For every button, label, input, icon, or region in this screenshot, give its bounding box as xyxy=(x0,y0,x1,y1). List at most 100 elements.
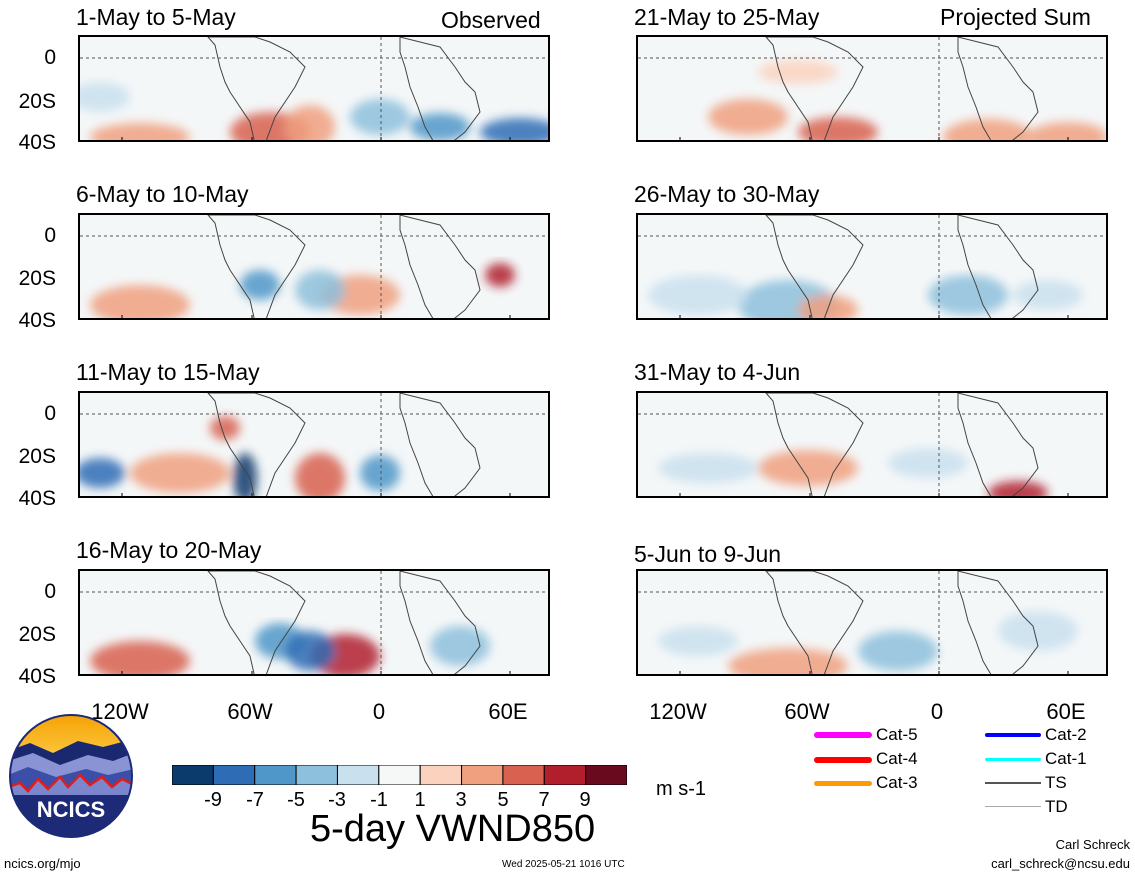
colorbar-bin xyxy=(295,764,338,786)
coastline xyxy=(957,571,1039,674)
observed-label: Observed xyxy=(441,7,541,33)
coastline xyxy=(207,571,306,674)
legend-label: TD xyxy=(1045,797,1068,816)
x-tick-label: 0 xyxy=(930,699,944,724)
colorbar-tick: 9 xyxy=(579,789,591,811)
legend-label: Cat-3 xyxy=(876,773,918,792)
anomaly-shading xyxy=(80,82,130,112)
anomaly-shading xyxy=(90,641,190,674)
colorbar-bin xyxy=(336,764,380,786)
coastline xyxy=(399,215,481,318)
legend-label: Cat-2 xyxy=(1045,725,1087,744)
colorbar-tick: 5 xyxy=(497,789,509,811)
coastline xyxy=(765,215,864,318)
anomaly-shading xyxy=(90,123,190,140)
map-panel xyxy=(636,35,1108,142)
anomaly-shading xyxy=(928,275,1008,315)
y-tick-label: 40S xyxy=(18,309,56,332)
panel-title: 6-May to 10-May xyxy=(76,181,249,207)
map-panel xyxy=(636,391,1108,498)
colorbar-tick: -5 xyxy=(287,789,305,811)
colorbar-bin xyxy=(171,764,214,786)
main-title: 5-day VWND850 xyxy=(310,808,596,850)
y-tick-label: 0 xyxy=(44,46,56,69)
anomaly-shading xyxy=(728,648,848,674)
anomaly-shading xyxy=(1028,122,1106,140)
anomaly-shading xyxy=(658,626,738,656)
anomaly-shading xyxy=(130,453,230,493)
map-panel xyxy=(636,569,1108,676)
colorbar-bin xyxy=(461,764,504,786)
x-tick-label: 60W xyxy=(784,699,830,724)
anomaly-shading xyxy=(658,453,758,483)
y-tick-label: 0 xyxy=(44,224,56,247)
anomaly-shading xyxy=(410,113,470,140)
units-label: m s-1 xyxy=(656,778,706,800)
x-tick-label: 0 xyxy=(372,699,386,724)
x-tick-label: 60E xyxy=(488,699,528,724)
legend-swatch xyxy=(985,758,1041,761)
footer-url: ncics.org/mjo xyxy=(4,856,81,871)
panel-title: 31-May to 4-Jun xyxy=(634,359,801,385)
anomaly-shading xyxy=(648,275,748,315)
colorbar-bin xyxy=(378,764,421,786)
colorbar xyxy=(171,764,628,786)
anomaly-shading xyxy=(285,105,335,140)
colorbar-tick: 7 xyxy=(538,789,550,811)
projected-label: Projected Sum xyxy=(940,4,1091,30)
anomaly-shading xyxy=(998,611,1078,651)
colorbar-tick: 3 xyxy=(455,789,467,811)
x-tick-label: 120W xyxy=(91,699,149,724)
map-panel xyxy=(78,35,550,142)
map-panel xyxy=(78,569,550,676)
y-tick-label: 40S xyxy=(18,665,56,688)
colorbar-bin xyxy=(419,764,463,786)
y-tick-label: 20S xyxy=(18,445,56,468)
anomaly-shading xyxy=(798,117,878,140)
coastline xyxy=(957,215,1039,318)
map-panel xyxy=(78,391,550,498)
legend-label: Cat-1 xyxy=(1045,749,1087,768)
anomaly-shading xyxy=(295,270,345,310)
anomaly-shading xyxy=(80,458,125,488)
colorbar-bin xyxy=(502,764,545,786)
legend-swatch xyxy=(985,733,1041,737)
anomaly-shading xyxy=(240,270,280,300)
map-panel xyxy=(78,213,550,320)
y-tick-label: 20S xyxy=(18,267,56,290)
anomaly-shading xyxy=(350,99,410,135)
coastline xyxy=(957,393,1039,496)
coastline xyxy=(207,393,306,496)
colorbar-bin xyxy=(543,764,587,786)
panel-title: 5-Jun to 9-Jun xyxy=(634,541,782,567)
anomaly-shading xyxy=(988,481,1048,496)
anomaly-shading xyxy=(798,295,858,318)
coastline xyxy=(765,571,864,674)
anomaly-shading xyxy=(485,263,515,287)
footer-timestamp: Wed 2025-05-21 1016 UTC xyxy=(502,859,625,870)
colorbar-tick: 1 xyxy=(414,789,426,811)
anomaly-shading xyxy=(210,416,240,440)
anomaly-shading xyxy=(708,99,788,135)
anomaly-shading xyxy=(285,631,335,671)
panel-title: 1-May to 5-May xyxy=(76,4,236,30)
y-tick-label: 0 xyxy=(44,580,56,603)
y-tick-label: 0 xyxy=(44,402,56,425)
coastline xyxy=(399,393,481,496)
logo-text: NCICS xyxy=(37,797,105,822)
panel-title: 16-May to 20-May xyxy=(76,537,262,563)
colorbar-tick: -7 xyxy=(246,789,264,811)
legend-swatch xyxy=(985,782,1041,784)
anomaly-shading xyxy=(360,455,400,491)
coastline xyxy=(207,215,306,318)
legend-swatch xyxy=(814,781,872,786)
coastline xyxy=(765,393,864,496)
y-tick-label: 20S xyxy=(18,90,56,113)
colorbar-tick: -1 xyxy=(370,789,388,811)
panel-title: 11-May to 15-May xyxy=(76,359,260,385)
anomaly-shading xyxy=(233,453,257,496)
panel-title: 26-May to 30-May xyxy=(634,181,820,207)
colorbar-bin xyxy=(585,764,628,786)
y-tick-label: 40S xyxy=(18,131,56,154)
anomaly-shading xyxy=(858,631,938,671)
